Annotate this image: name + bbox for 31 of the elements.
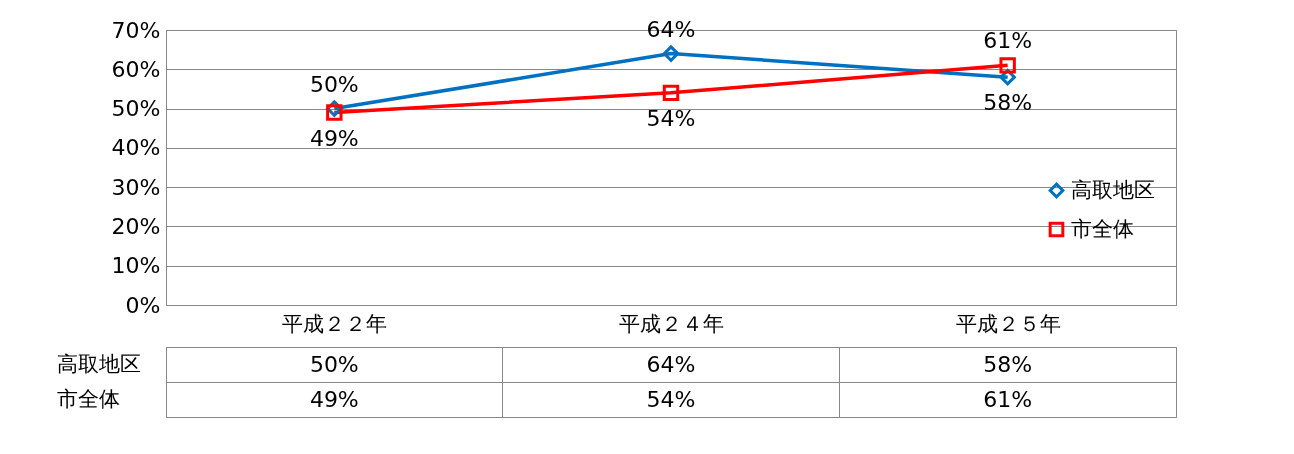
y-tick-label: 20%	[111, 213, 161, 239]
y-tick-label: 40%	[111, 135, 161, 161]
text: 高取地区	[56, 352, 141, 376]
point	[999, 57, 1016, 74]
x-tick-label: 平成２４年	[619, 311, 724, 336]
data-label: 54%	[646, 386, 696, 412]
y-tick-label: 10%	[111, 253, 161, 279]
point	[326, 104, 343, 121]
y-tick-label: 0%	[125, 292, 161, 318]
legend-label: 高取地区	[1071, 177, 1155, 202]
y-tick-label: 50%	[111, 96, 161, 122]
data-label: 50%	[309, 351, 359, 377]
point	[662, 84, 680, 102]
text: 64%	[646, 16, 696, 42]
legend-label: 市全体	[1071, 216, 1134, 241]
y-tick-label: 70%	[111, 17, 161, 43]
y-tick-label: 60%	[111, 56, 161, 82]
text: 58%	[983, 90, 1033, 116]
y-tick-label: 30%	[111, 174, 161, 200]
text: 54%	[646, 105, 696, 131]
x-tick-label: 平成２５年	[955, 311, 1061, 336]
text: 50%	[309, 71, 359, 97]
data-label: 61%	[983, 386, 1033, 412]
text: 49%	[309, 125, 359, 151]
text: 61%	[983, 28, 1033, 54]
text: 市全体	[56, 387, 120, 411]
data-label: 58%	[983, 351, 1033, 377]
x-tick-label: 平成２２年	[282, 311, 388, 336]
data-label: 49%	[309, 386, 359, 412]
point	[662, 45, 680, 62]
data-label: 64%	[646, 351, 696, 377]
